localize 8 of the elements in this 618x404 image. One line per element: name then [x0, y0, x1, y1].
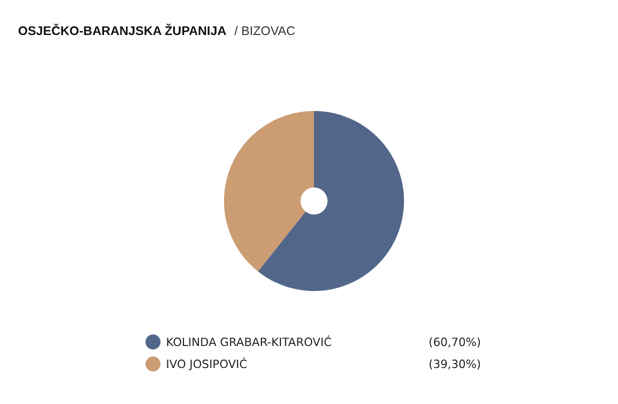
chart-title: OSJEČKO-BARANJSKA ŽUPANIJA	[18, 23, 226, 38]
legend-label: KOLINDA GRABAR-KITAROVIĆ	[166, 335, 332, 349]
donut-slice	[224, 111, 314, 272]
data-label: (60,70%)	[428, 335, 481, 349]
donut-slice	[258, 111, 404, 291]
legend-label: IVO JOSIPOVIĆ	[166, 357, 248, 371]
chart-subtitle: / BIZOVAC	[234, 24, 296, 38]
data-label: (39,30%)	[428, 357, 481, 371]
